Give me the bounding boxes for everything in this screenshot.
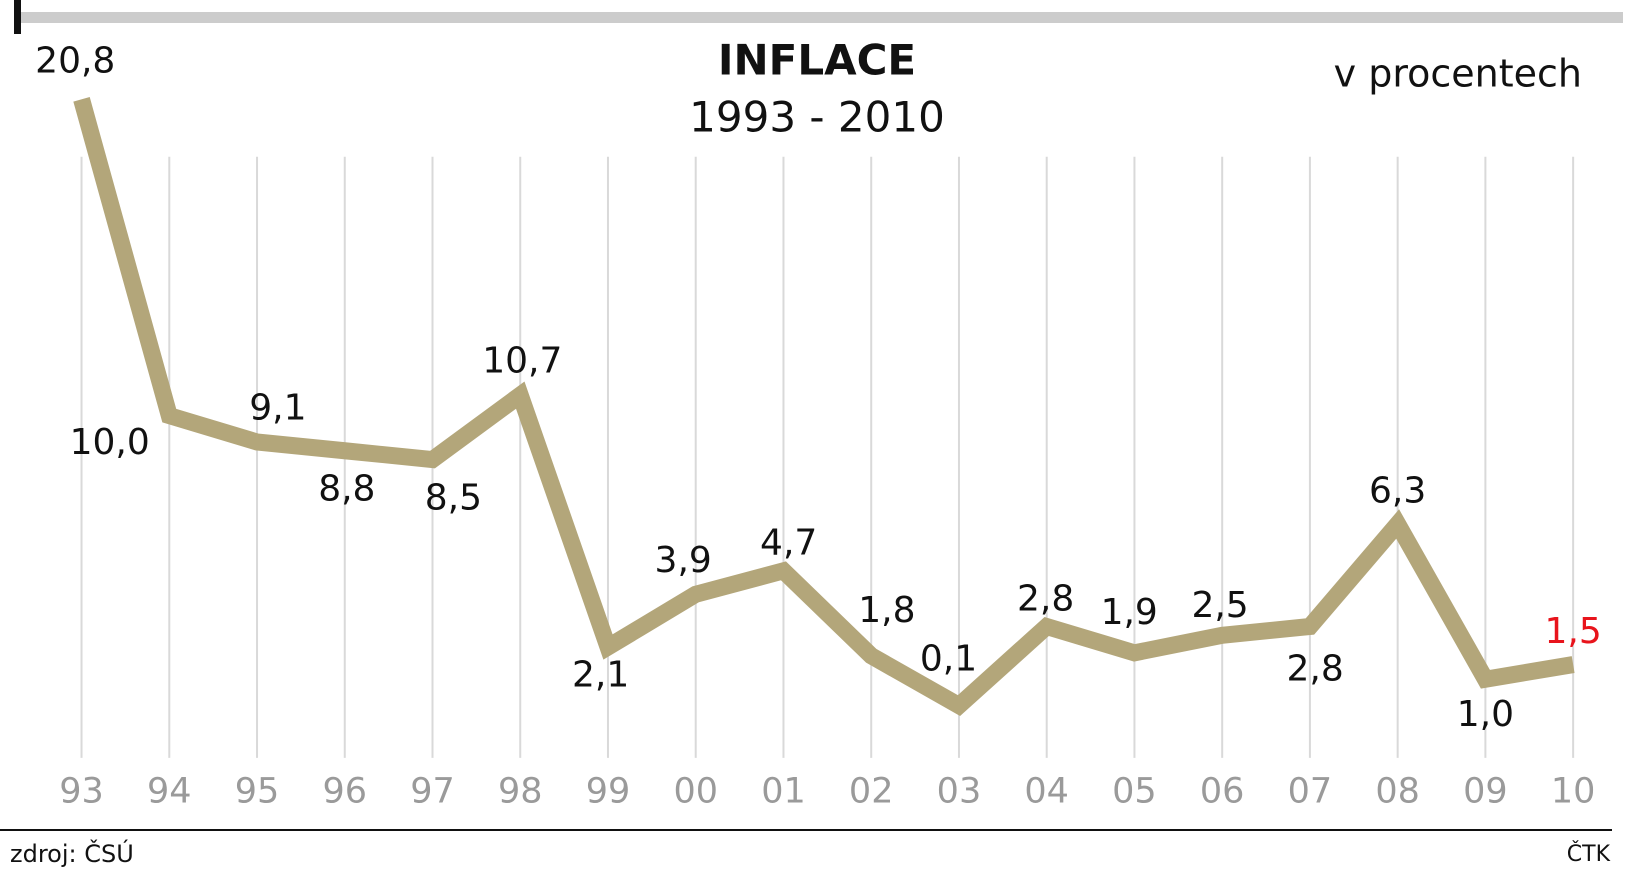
data-label: 6,3 xyxy=(1369,471,1426,512)
data-label: 9,1 xyxy=(249,388,306,429)
corner-mark xyxy=(14,0,21,34)
data-label: 10,0 xyxy=(70,422,150,463)
x-tick-label: 03 xyxy=(937,771,982,811)
x-tick-label: 06 xyxy=(1200,771,1245,811)
data-label: 0,1 xyxy=(920,639,977,680)
line xyxy=(73,97,1575,716)
data-label: 3,9 xyxy=(655,540,712,581)
chart-subtitle: 1993 - 2010 xyxy=(689,93,945,142)
data-label: 8,8 xyxy=(318,468,375,509)
x-tick-label: 97 xyxy=(410,771,455,811)
data-label: 2,8 xyxy=(1017,578,1074,619)
data-label: 2,1 xyxy=(572,654,629,695)
x-tick-label: 98 xyxy=(498,771,543,811)
x-tick-label: 96 xyxy=(322,771,367,811)
x-tick-label: 93 xyxy=(59,771,104,811)
x-tick-label: 01 xyxy=(761,771,806,811)
data-label: 1,8 xyxy=(858,590,915,631)
data-label: 2,8 xyxy=(1287,648,1344,689)
x-tick-label: 10 xyxy=(1551,771,1596,811)
chart-title: INFLACE xyxy=(718,36,916,85)
x-tick-label: 07 xyxy=(1288,771,1333,811)
data-label: 20,8 xyxy=(35,41,115,82)
x-tick-label: 05 xyxy=(1112,771,1157,811)
data-label: 2,5 xyxy=(1191,585,1248,626)
data-label: 8,5 xyxy=(425,477,482,518)
data-label: 1,5 xyxy=(1545,611,1602,652)
x-tick-label: 94 xyxy=(147,771,192,811)
source: zdroj: ČSÚ xyxy=(10,838,134,868)
data-label: 10,7 xyxy=(482,341,562,382)
unit-label: v procentech xyxy=(1334,52,1582,96)
x-tick-label: 08 xyxy=(1375,771,1420,811)
x-tick-label: 02 xyxy=(849,771,894,811)
x-tick-label: 00 xyxy=(673,771,718,811)
credit: ČTK xyxy=(1567,841,1611,867)
data-label: 4,7 xyxy=(760,523,817,564)
data-label: 1,9 xyxy=(1101,592,1158,633)
x-tick-label: 04 xyxy=(1024,771,1069,811)
x-tick-label: 95 xyxy=(235,771,280,811)
x-tick-label: 09 xyxy=(1463,771,1508,811)
x-tick-label: 99 xyxy=(586,771,631,811)
top-bar xyxy=(16,12,1623,23)
data-label: 1,0 xyxy=(1457,694,1514,735)
